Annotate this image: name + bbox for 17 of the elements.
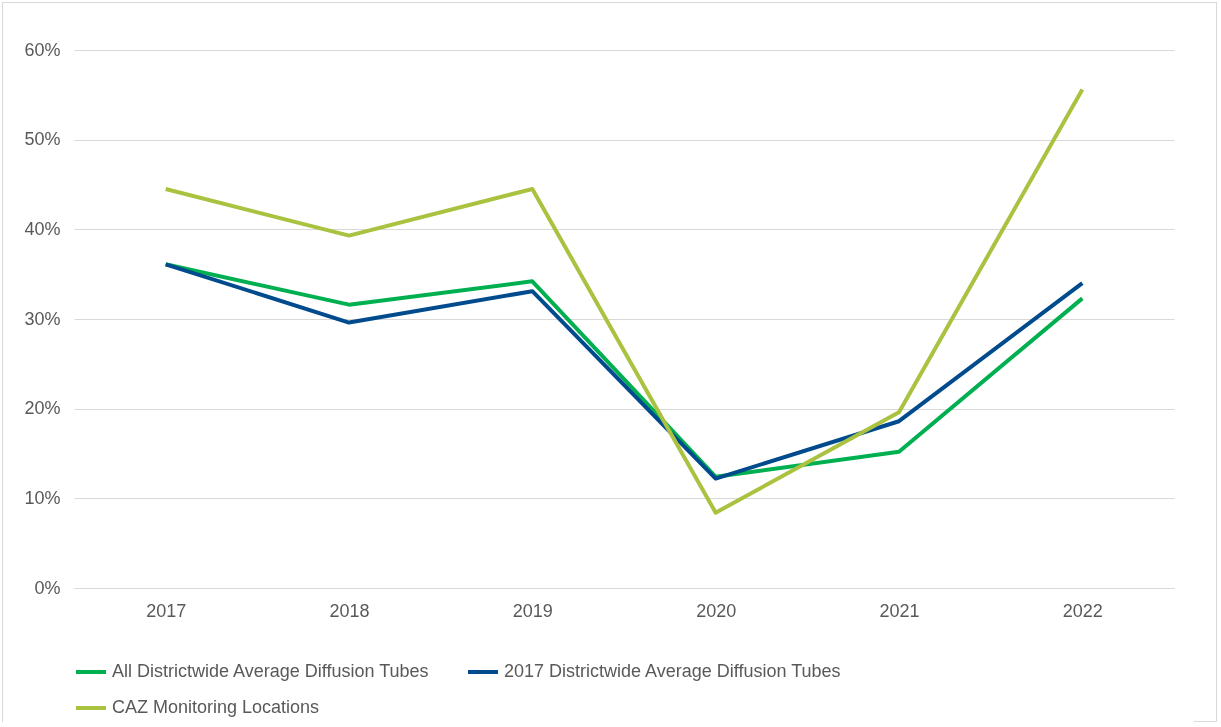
- x-tick-label: 2022: [1062, 600, 1103, 621]
- y-tick-label: 0%: [34, 577, 61, 598]
- y-tick-label: 30%: [24, 308, 61, 329]
- legend-label: 2017 Districtwide Average Diffusion Tubes: [504, 661, 841, 681]
- y-tick-label: 40%: [24, 218, 61, 239]
- line-series: [163, 87, 1085, 515]
- legend-label: CAZ Monitoring Locations: [112, 697, 320, 717]
- y-tick-label: 60%: [24, 39, 61, 60]
- y-tick-label: 50%: [24, 129, 61, 150]
- x-tick-label: 2020: [696, 600, 737, 621]
- y-tick-label: 10%: [24, 487, 61, 508]
- x-tick-label: 2019: [512, 600, 553, 621]
- legend-label: All Districtwide Average Diffusion Tubes: [112, 661, 429, 681]
- x-tick-label: 2017: [146, 600, 187, 621]
- y-tick-label: 20%: [24, 398, 61, 419]
- x-tick-label: 2021: [879, 600, 920, 621]
- x-tick-label: 2018: [329, 600, 370, 621]
